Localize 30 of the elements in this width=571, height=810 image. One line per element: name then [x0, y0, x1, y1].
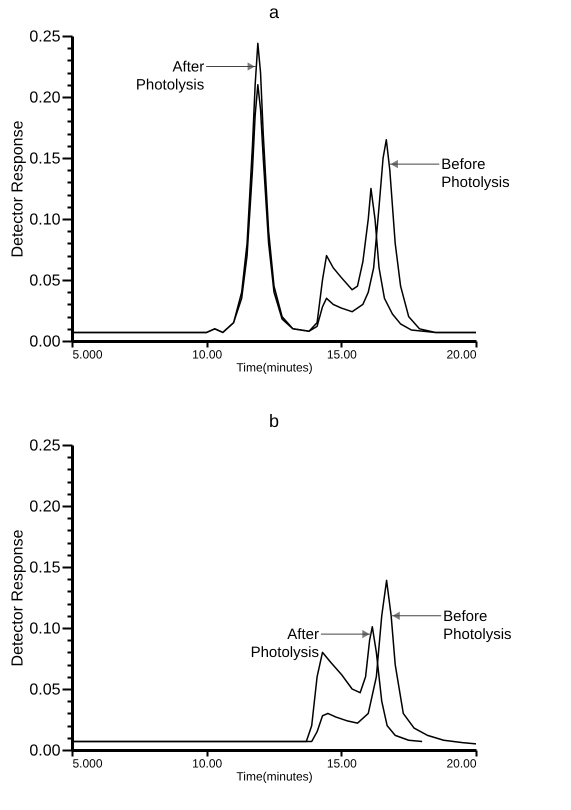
x-axis-title: Time(minutes)	[236, 770, 313, 784]
x-tick-label: 5.000	[72, 756, 103, 770]
y-tick-label: 0.15	[29, 150, 61, 168]
annotation: Before Photolysis	[441, 156, 510, 192]
annotation: After Photolysis	[136, 58, 204, 94]
x-axis-title: Time(minutes)	[236, 360, 313, 374]
y-axis-title: Detector Response	[9, 529, 26, 666]
y-tick-label: 0.00	[29, 334, 61, 350]
x-tick-label: 20.00	[446, 348, 477, 362]
y-tick-label: 0.00	[29, 742, 61, 760]
chart-title: a	[268, 2, 280, 22]
y-tick-label: 0.25	[29, 438, 61, 454]
x-tick-label: 15.00	[326, 756, 358, 770]
annotation: After Photolysis	[250, 626, 319, 662]
annotation: Before Photolysis	[443, 608, 512, 643]
y-tick-label: 0.25	[29, 28, 61, 46]
x-tick-label: 10.00	[192, 348, 223, 362]
x-tick-label: 20.00	[446, 756, 477, 770]
y-tick-label: 0.15	[29, 560, 61, 576]
y-tick-label: 0.10	[29, 620, 61, 638]
y-tick-label: 0.20	[29, 90, 61, 106]
x-tick-label: 10.00	[192, 756, 223, 770]
y-tick-label: 0.05	[29, 272, 61, 290]
y-tick-label: 0.05	[29, 682, 61, 698]
y-tick-label: 0.20	[29, 498, 61, 516]
chart-title: b	[268, 411, 280, 431]
y-axis-title: Detector Response	[9, 120, 26, 258]
x-tick-label: 5.000	[72, 348, 103, 362]
x-tick-label: 15.00	[326, 348, 358, 362]
y-tick-label: 0.10	[29, 212, 61, 228]
